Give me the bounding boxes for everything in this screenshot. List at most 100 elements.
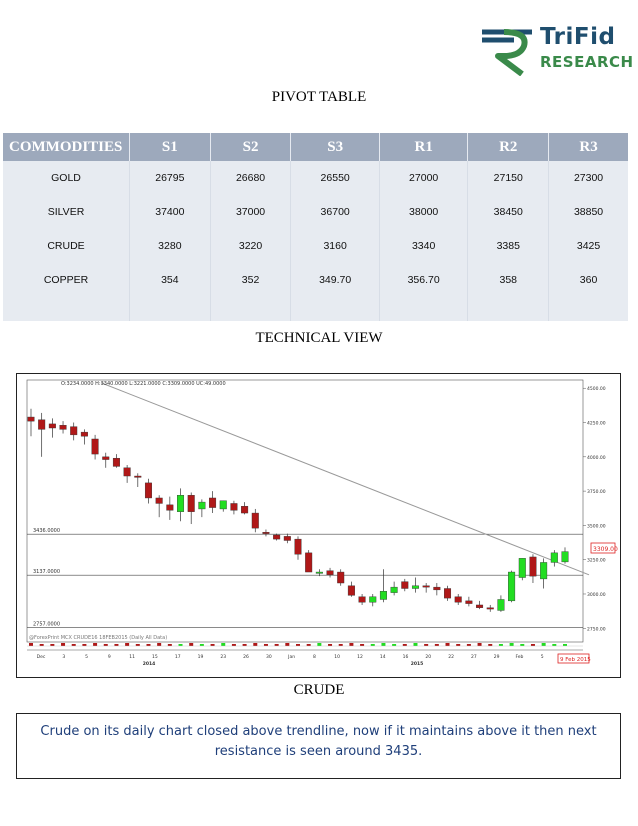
table-row: COPPER 354 352 349.70 356.70 358 360 (3, 263, 628, 297)
volume-bar (285, 643, 290, 646)
candle-body (315, 571, 323, 574)
empty-cell (379, 297, 469, 321)
trifid-logo: TriFid RESEARCH (478, 24, 633, 76)
empty-cell (129, 297, 211, 321)
y-tick-label: 4250.00 (587, 421, 606, 427)
commodity-name: GOLD (3, 161, 130, 195)
candle-body (262, 532, 270, 534)
candle-body (465, 600, 473, 604)
volume-bar (263, 644, 268, 646)
header-r2: R2 (467, 133, 550, 161)
y-tick-label: 4000.00 (587, 455, 606, 461)
logo-brand: TriFid (540, 24, 616, 50)
candle-body (529, 556, 537, 577)
cell-s1: 354 (129, 263, 211, 297)
volume-bar (296, 644, 300, 646)
volume-bar (231, 644, 236, 646)
chart-caption: CRUDE (293, 682, 345, 698)
empty-cell (210, 297, 292, 321)
ohlc-readout: O:3234.0000 H:3340.0000 L:3221.0000 C:33… (61, 381, 226, 387)
table-filler-row (3, 297, 628, 321)
cell-s1: 26795 (129, 161, 211, 195)
x-tick-label: 10 (334, 654, 340, 660)
volume-bar (199, 644, 204, 646)
cell-r2: 3385 (467, 229, 550, 263)
plot-area (26, 379, 584, 643)
empty-cell (3, 297, 130, 321)
candle-body (70, 426, 78, 436)
candle-body (251, 512, 259, 529)
header-commodities: COMMODITIES (3, 133, 130, 161)
logo-subtitle: RESEARCH (540, 53, 634, 71)
volume-bar (50, 644, 55, 646)
candle-body (326, 570, 334, 575)
x-tick-label: 19 (198, 654, 204, 660)
volume-bar (338, 644, 343, 646)
candle-body (219, 500, 227, 510)
candle-body (401, 581, 409, 589)
y-tick-label: 3750.00 (587, 489, 606, 495)
instrument-label: @ForexPrint MCX CRUDE16 18FEB2015 (Daily… (29, 635, 167, 641)
volume-bar (274, 644, 279, 646)
volume-bar (520, 644, 525, 646)
x-tick-label: 17 (175, 654, 181, 660)
candle-body (540, 562, 548, 580)
x-tick-label: 5 (85, 654, 88, 660)
volume-bar (360, 644, 365, 646)
volume-bar (541, 643, 546, 646)
candle-body (454, 596, 462, 603)
volume-bar (434, 644, 439, 646)
candle-body (422, 585, 430, 588)
candle-body (561, 551, 569, 563)
cell-s3: 3160 (290, 229, 380, 263)
volume-bar (178, 644, 183, 646)
pivot-table: COMMODITIES S1 S2 S3 R1 R2 R3 GOLD 26795… (3, 133, 628, 321)
x-tick-label: Jan (287, 654, 295, 660)
volume-bar (381, 643, 386, 646)
volume-bar (61, 643, 66, 646)
trendline (100, 382, 590, 576)
volume-bar (157, 643, 162, 646)
y-tick-label: 4500.00 (587, 386, 606, 392)
candle-body (241, 505, 249, 514)
volume-bar (477, 643, 482, 646)
candle-body (112, 457, 120, 467)
date-label: 9 Feb 2015 (560, 657, 591, 663)
cell-s1: 3280 (129, 229, 211, 263)
candle-body (358, 596, 366, 603)
candle-body (476, 604, 484, 608)
volume-bar (253, 643, 258, 646)
volume-bar (563, 644, 567, 646)
candle-body (91, 438, 99, 455)
volume-bar (103, 644, 108, 646)
commodity-name: CRUDE (3, 229, 130, 263)
volume-bar (82, 644, 87, 646)
empty-cell (467, 297, 550, 321)
volume-bar (530, 644, 535, 646)
cell-r1: 356.70 (379, 263, 469, 297)
candle-body (444, 588, 452, 599)
volume-bar (456, 644, 461, 646)
candle-body (508, 571, 516, 602)
level-label: 2757.0000 (33, 621, 60, 627)
cell-s2: 352 (210, 263, 292, 297)
cell-r3: 27300 (548, 161, 628, 195)
volume-bar (552, 644, 557, 646)
commodity-name: COPPER (3, 263, 130, 297)
candle-body (177, 495, 185, 512)
cell-r3: 3425 (548, 229, 628, 263)
cell-r2: 27150 (467, 161, 550, 195)
volume-bar (413, 643, 418, 646)
y-tick-label: 2750.00 (587, 626, 606, 632)
volume-bar (370, 644, 375, 646)
year-label: 2015 (411, 661, 424, 667)
volume-bar (306, 644, 311, 646)
volume-bar (71, 644, 76, 646)
table-row: SILVER 37400 37000 36700 38000 38450 388… (3, 195, 628, 229)
volume-bar (242, 644, 247, 646)
candle-body (166, 504, 174, 511)
volume-bar (125, 643, 130, 646)
header-s2: S2 (210, 133, 292, 161)
y-tick-label: 3250.00 (587, 558, 606, 564)
cell-s2: 26680 (210, 161, 292, 195)
